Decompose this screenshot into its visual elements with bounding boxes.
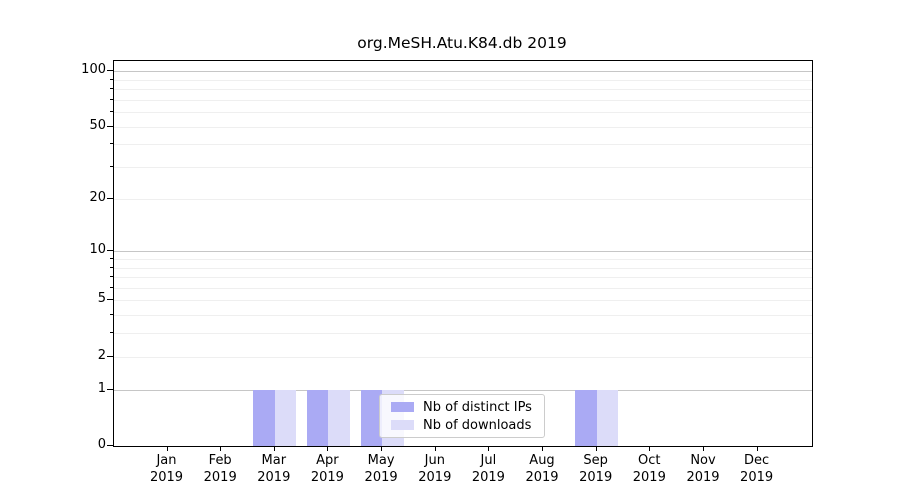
x-axis-tick-mark bbox=[166, 446, 168, 451]
y-axis-minor-tick-mark bbox=[110, 87, 113, 89]
y-axis-minor-tick-mark bbox=[110, 125, 113, 127]
bar-downloads-sep bbox=[596, 389, 619, 446]
y-axis-minor-tick-mark bbox=[110, 314, 113, 316]
y-axis-minor-tick-mark bbox=[110, 276, 113, 277]
x-axis-tick-label-jun: Jun 2019 bbox=[418, 453, 452, 485]
x-axis-tick-label-oct: Oct 2019 bbox=[632, 453, 666, 485]
y-axis-minor-tick-mark bbox=[110, 111, 113, 112]
legend: Nb of distinct IPs Nb of downloads bbox=[379, 394, 545, 438]
legend-item-downloads: Nb of downloads bbox=[380, 418, 544, 433]
y-axis-minor-tick-mark bbox=[110, 266, 113, 268]
y-axis-tick-label: 1 bbox=[97, 380, 106, 396]
y-axis-minor-tick-mark bbox=[110, 143, 113, 145]
y-gridline-major bbox=[114, 71, 812, 72]
x-axis-tick-mark bbox=[434, 446, 436, 451]
y-gridline-major bbox=[114, 389, 812, 391]
x-axis-tick-label-nov: Nov 2019 bbox=[686, 453, 720, 485]
y-axis-tick-mark bbox=[107, 250, 113, 252]
y-gridline-minor bbox=[114, 315, 812, 317]
y-gridline-minor bbox=[114, 126, 812, 128]
y-gridline-minor bbox=[114, 300, 812, 302]
x-axis-tick-label-jan: Jan 2019 bbox=[149, 453, 184, 485]
y-axis-minor-tick-mark bbox=[110, 78, 113, 80]
y-gridline-minor bbox=[114, 99, 812, 101]
plot-area: Nb of distinct IPs Nb of downloads bbox=[113, 60, 813, 447]
x-axis-tick-mark bbox=[703, 446, 704, 451]
y-axis-tick-label: 5 bbox=[97, 291, 106, 307]
x-axis-tick-label-jul: Jul 2019 bbox=[471, 453, 505, 485]
x-axis-tick-label-mar: Mar 2019 bbox=[257, 453, 291, 485]
y-axis-minor-tick-mark bbox=[110, 332, 113, 334]
x-axis-tick-mark bbox=[488, 446, 490, 451]
y-axis-minor-tick-mark bbox=[110, 355, 113, 357]
y-gridline-minor bbox=[114, 79, 812, 81]
y-axis-tick-label: 10 bbox=[89, 242, 106, 258]
y-axis-minor-tick-mark bbox=[110, 286, 113, 288]
y-axis-minor-tick-mark bbox=[110, 166, 113, 167]
y-gridline-minor bbox=[114, 144, 812, 146]
y-axis-tick-mark bbox=[107, 70, 113, 71]
x-axis-tick-label-apr: Apr 2019 bbox=[310, 453, 344, 485]
legend-item-distinct-ips: Nb of distinct IPs bbox=[380, 400, 544, 415]
y-gridline-minor bbox=[114, 333, 812, 335]
legend-swatch-distinct-ips bbox=[391, 402, 414, 412]
y-axis-tick-label: 0 bbox=[97, 437, 106, 452]
x-axis-tick-label-dec: Dec 2019 bbox=[740, 453, 774, 485]
bar-distinct-ips-mar bbox=[253, 389, 275, 446]
y-gridline-minor bbox=[114, 277, 812, 278]
chart-title: org.MeSH.Atu.K84.db 2019 bbox=[357, 34, 567, 52]
legend-swatch-downloads bbox=[391, 420, 414, 430]
x-axis-tick-mark bbox=[327, 446, 329, 451]
y-axis-tick-mark bbox=[107, 445, 113, 446]
y-gridline-minor bbox=[114, 267, 812, 269]
bar-downloads-mar bbox=[274, 389, 297, 446]
y-axis-tick-mark bbox=[107, 388, 113, 390]
x-axis-tick-mark bbox=[756, 446, 758, 451]
y-axis-tick-label: 50 bbox=[89, 117, 106, 133]
x-axis-tick-mark bbox=[649, 446, 651, 451]
bar-downloads-apr bbox=[328, 389, 350, 446]
y-axis-minor-tick-mark bbox=[110, 299, 113, 301]
y-gridline-minor bbox=[114, 258, 812, 260]
legend-label-downloads: Nb of downloads bbox=[423, 417, 532, 433]
bar-distinct-ips-apr bbox=[306, 389, 329, 446]
x-axis-tick-mark bbox=[381, 446, 383, 451]
x-axis-tick-mark bbox=[273, 446, 275, 451]
x-axis-tick-mark bbox=[220, 446, 222, 451]
y-axis-minor-tick-mark bbox=[110, 257, 113, 259]
x-axis-tick-mark bbox=[595, 446, 597, 451]
y-axis-tick-label: 20 bbox=[89, 189, 106, 205]
x-axis-tick-label-aug: Aug 2019 bbox=[525, 453, 559, 485]
bar-distinct-ips-sep bbox=[575, 389, 597, 446]
y-axis-minor-tick-mark bbox=[110, 98, 113, 100]
x-axis-tick-label-sep: Sep 2019 bbox=[579, 453, 613, 485]
y-gridline-minor bbox=[114, 167, 812, 168]
x-axis-tick-mark bbox=[542, 446, 543, 451]
y-axis-tick-label: 100 bbox=[81, 62, 106, 77]
y-gridline-major bbox=[114, 251, 812, 253]
y-axis-minor-tick-mark bbox=[110, 197, 113, 199]
x-axis-tick-label-may: May 2019 bbox=[364, 453, 398, 485]
y-gridline-minor bbox=[114, 88, 812, 90]
y-gridline-minor bbox=[114, 356, 812, 358]
y-axis-tick-label: 2 bbox=[97, 347, 106, 363]
y-gridline-minor bbox=[114, 287, 812, 289]
bar-distinct-ips-may bbox=[360, 389, 383, 446]
y-gridline-minor bbox=[114, 112, 812, 113]
legend-label-distinct-ips: Nb of distinct IPs bbox=[423, 399, 532, 415]
y-gridline-minor bbox=[114, 198, 812, 200]
x-axis-tick-label-feb: Feb 2019 bbox=[203, 453, 237, 485]
